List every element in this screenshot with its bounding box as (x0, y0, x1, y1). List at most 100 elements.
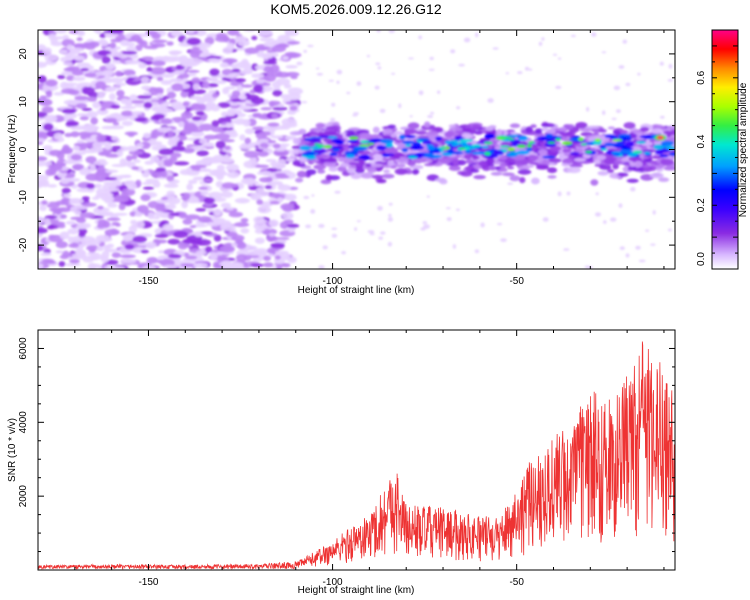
spectrogram-cell (426, 195, 430, 198)
spectrogram-cell (195, 110, 205, 116)
spectrogram-cell (425, 131, 439, 136)
spectrogram-cell (593, 159, 601, 164)
tick-label: 20 (18, 48, 29, 60)
spectrogram-cell (271, 113, 279, 119)
spectrogram-cell (296, 170, 307, 178)
spectrogram-cell (493, 150, 504, 155)
spectrogram-cell (463, 37, 471, 43)
spectrogram-cell (414, 153, 426, 157)
spectrogram-cell (417, 135, 430, 139)
spectrogram-cell (45, 260, 57, 265)
spectrogram-cell (517, 169, 532, 175)
spectrogram-cell (575, 122, 588, 129)
spectrogram-cell (387, 160, 395, 166)
spectrogram-cell (167, 197, 181, 205)
spectrogram-cell (655, 149, 664, 155)
spectrogram-cell (205, 55, 222, 60)
spectrogram-cell (76, 139, 84, 144)
spectrogram-cell (613, 85, 621, 91)
spectrogram-cell (277, 197, 284, 203)
spectrogram-cell (557, 191, 562, 197)
spectrogram-cell (390, 165, 397, 169)
spectrogram-cell (356, 81, 362, 86)
spectrogram-cell (604, 161, 616, 165)
spectrogram-cell (122, 161, 134, 166)
spectrogram-cell (246, 250, 262, 256)
spectrogram-cell (652, 210, 656, 215)
spectrogram-cell (420, 227, 426, 231)
spectrogram-cell (80, 68, 89, 72)
spectrogram-cell (113, 194, 130, 203)
spectrogram-cell (181, 111, 193, 120)
spectrogram-cell (488, 166, 497, 171)
spectrogram-cell (224, 145, 231, 150)
spectrogram-cell (47, 184, 58, 188)
spectrogram-cell (206, 221, 221, 227)
spectrogram-cell (415, 130, 428, 135)
spectrogram-cell (626, 178, 639, 183)
spectrogram-cell (334, 133, 343, 140)
spectrogram-cell (42, 145, 53, 152)
tick-label: -50 (509, 577, 524, 588)
spectrogram-cell (182, 101, 190, 107)
spectrogram-cell (433, 150, 441, 154)
spectrogram-cell (623, 122, 636, 129)
spectrogram-cell (404, 144, 412, 147)
spectrogram-cell (547, 141, 556, 144)
spectrogram-cell (536, 164, 550, 169)
spectrogram-cell (418, 90, 424, 96)
spectrogram-cell (190, 131, 205, 137)
spectrogram-cell (146, 67, 153, 72)
spectrogram-cell (658, 177, 670, 182)
spectrogram-cell (358, 132, 372, 139)
spectrogram-cell (91, 255, 99, 261)
spectrogram-cell (456, 106, 461, 110)
spectrogram-cell (541, 37, 545, 41)
spectrogram-cell (445, 207, 451, 210)
spectrogram-cell (301, 101, 308, 104)
spectrogram-cell (181, 195, 190, 201)
spectrogram-cell (287, 41, 300, 45)
spectrogram-cell (198, 103, 207, 111)
spectrogram-cell (179, 73, 190, 79)
tick-label: 0 (18, 146, 29, 152)
spectrogram-cell (96, 246, 104, 252)
spectrogram-cell (173, 161, 190, 166)
spectrogram-cell (460, 171, 473, 177)
spectrogram-cell (517, 71, 523, 75)
spectrogram-cell (268, 219, 279, 228)
spectrogram-cell (63, 99, 78, 105)
spectrogram-cell (169, 51, 180, 56)
spectrogram-cell (265, 176, 273, 182)
spectrogram-cell (53, 92, 65, 96)
spectrogram-cell (112, 212, 128, 216)
spectrogram-cell (658, 136, 663, 139)
snr-ylabel: SNR (10 * v/v) (7, 418, 18, 482)
spectrogram-cell (619, 246, 625, 251)
spectrogram-cell (105, 117, 117, 123)
spectrogram-cell (360, 140, 370, 144)
spectrogram-cell (239, 70, 253, 75)
spectrogram-cell (354, 227, 358, 231)
spectrogram-cell (435, 136, 442, 141)
spectrogram-cell (225, 163, 240, 172)
spectrogram-cell (417, 138, 430, 141)
spectrogram-cell (661, 140, 675, 146)
spectrogram-cell (181, 200, 189, 209)
spectrogram-cell (298, 128, 307, 135)
spectrogram-cell (63, 159, 77, 165)
spectrogram-cell (257, 151, 269, 157)
spectrogram-cell (314, 143, 320, 146)
spectrogram-cell (313, 128, 322, 132)
spectrogram-cell (162, 223, 174, 232)
spectrogram-cell (650, 243, 656, 246)
spectrogram-cell (254, 237, 265, 244)
spectrogram-cell (158, 250, 165, 254)
spectrogram-cell (547, 167, 558, 174)
spectrogram-cell (244, 137, 252, 145)
spectrogram-cell (276, 264, 283, 269)
spectrogram-cell (336, 69, 343, 75)
spectrogram-cell (464, 146, 471, 151)
spectrogram-cell (156, 76, 164, 82)
